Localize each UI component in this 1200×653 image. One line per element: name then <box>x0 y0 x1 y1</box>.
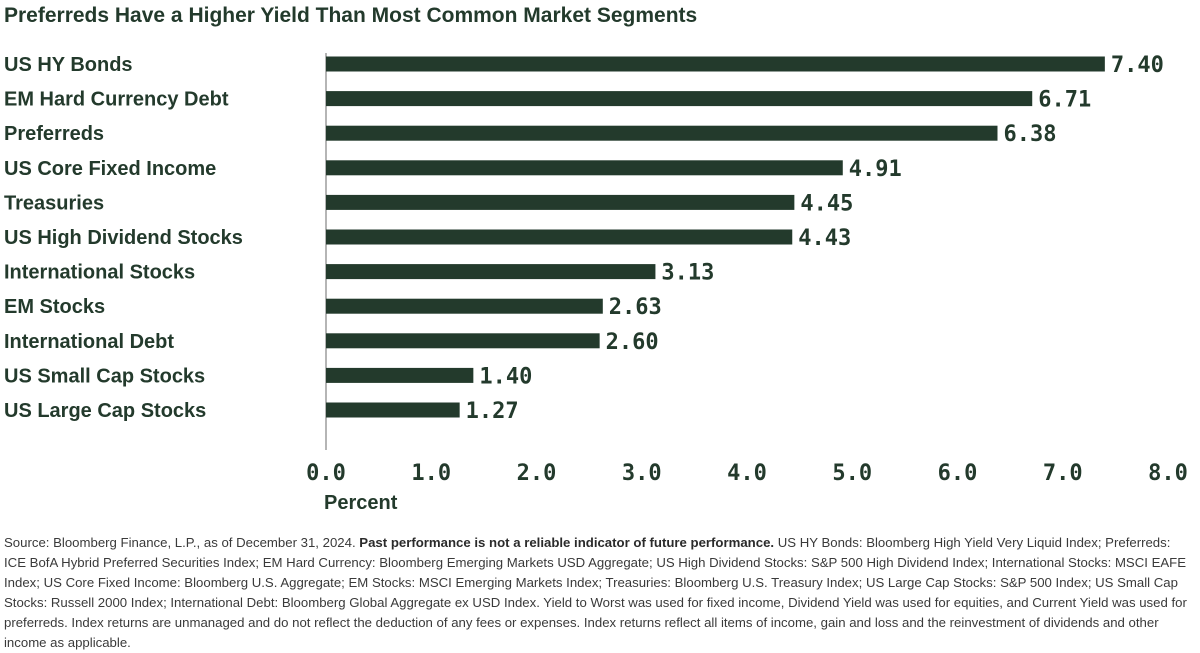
source-footnote: Source: Bloomberg Finance, L.P., as of D… <box>4 533 1196 653</box>
value-label-9: 1.40 <box>479 364 532 389</box>
x-axis-title: Percent <box>324 492 398 514</box>
bar-10 <box>326 402 460 418</box>
category-label-5: US High Dividend Stocks <box>4 227 243 249</box>
bar-8 <box>326 333 600 349</box>
x-tick-label-2: 2.0 <box>517 461 557 486</box>
category-label-7: EM Stocks <box>4 296 105 318</box>
bar-6 <box>326 264 656 280</box>
x-tick-label-6: 6.0 <box>938 461 978 486</box>
chart-title: Preferreds Have a Higher Yield Than Most… <box>4 4 698 27</box>
value-label-2: 6.38 <box>1003 122 1056 147</box>
x-tick-label-8: 8.0 <box>1148 461 1188 486</box>
bar-2 <box>326 125 998 141</box>
footnote-details: US HY Bonds: Bloomberg High Yield Very L… <box>4 535 1187 650</box>
x-tick-label-5: 5.0 <box>832 461 872 486</box>
bar-chart: US HY Bonds 7.40 EM Hard Currency Debt 6.71… <box>4 53 1188 514</box>
x-tick-label-7: 7.0 <box>1043 461 1083 486</box>
value-label-3: 4.91 <box>849 157 902 182</box>
category-label-1: EM Hard Currency Debt <box>4 89 229 111</box>
value-label-8: 2.60 <box>606 330 659 355</box>
category-label-2: Preferreds <box>4 123 104 145</box>
value-label-4: 4.45 <box>800 191 853 216</box>
value-label-10: 1.27 <box>466 399 519 424</box>
category-label-4: Treasuries <box>4 192 104 214</box>
value-label-0: 7.40 <box>1111 53 1164 78</box>
value-label-5: 4.43 <box>798 226 851 251</box>
footnote-source: Source: Bloomberg Finance, L.P., as of D… <box>4 535 360 550</box>
category-label-8: International Debt <box>4 331 174 353</box>
footnote-disclaimer: Past performance is not a reliable indic… <box>359 535 775 550</box>
bar-4 <box>326 194 795 210</box>
value-label-6: 3.13 <box>661 261 714 286</box>
bar-0 <box>326 56 1105 72</box>
bar-1 <box>326 91 1033 107</box>
category-label-3: US Core Fixed Income <box>4 158 216 180</box>
category-label-6: International Stocks <box>4 262 195 284</box>
x-tick-label-1: 1.0 <box>411 461 451 486</box>
value-label-1: 6.71 <box>1038 88 1091 113</box>
value-label-7: 2.63 <box>609 295 662 320</box>
category-label-9: US Small Cap Stocks <box>4 365 205 387</box>
bar-3 <box>326 160 843 176</box>
x-tick-label-4: 4.0 <box>727 461 767 486</box>
x-tick-label-3: 3.0 <box>622 461 662 486</box>
bar-7 <box>326 298 603 314</box>
x-tick-label-0: 0.0 <box>306 461 346 486</box>
bar-5 <box>326 229 793 245</box>
bar-9 <box>326 367 474 383</box>
category-label-0: US HY Bonds <box>4 54 133 76</box>
category-label-10: US Large Cap Stocks <box>4 400 206 422</box>
